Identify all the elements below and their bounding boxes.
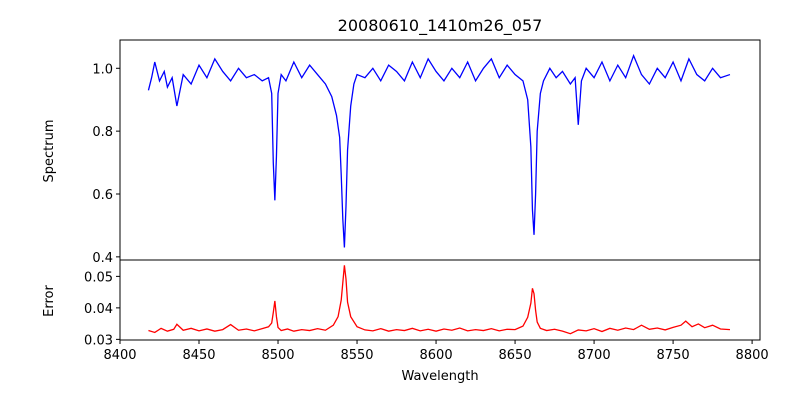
error-panel: 0.03 0.04 0.05 8400 8450 8500 8550 8600 8650 870… [42, 259, 769, 384]
spectrum-plot-frame [119, 39, 761, 261]
chart-title: 20080610_1410m26_057 [338, 16, 543, 36]
x-axis-label: Wavelength [401, 369, 478, 384]
x-tick-label: 8750 [657, 348, 690, 363]
x-tick-label: 8600 [420, 348, 453, 363]
error-y-tick-label: 0.03 [84, 333, 113, 348]
error-x-ticks: 8400 8450 8500 8550 8600 8650 8700 8750 8800 [103, 340, 769, 363]
error-plot-frame [119, 259, 761, 341]
x-tick-label: 8650 [499, 348, 532, 363]
x-tick-label: 8700 [578, 348, 611, 363]
spectrum-series-line [147, 53, 731, 248]
spectrum-y-ticks: 0.4 0.6 0.8 1.0 [92, 62, 120, 266]
spectrum-y-axis-label: Spectrum [42, 120, 57, 183]
spectrum-y-tick-label: 0.6 [92, 188, 113, 203]
spectrum-y-tick-label: 0.4 [92, 251, 113, 266]
error-y-axis-label: Error [42, 285, 57, 317]
x-tick-label: 8800 [736, 348, 769, 363]
x-tick-label: 8450 [182, 348, 215, 363]
spectrum-panel: 0.4 0.6 0.8 1.0 Spectrum [42, 39, 761, 266]
spectrum-y-tick-label: 0.8 [92, 125, 113, 140]
error-y-tick-label: 0.05 [84, 270, 113, 285]
x-tick-label: 8550 [340, 348, 373, 363]
x-tick-label: 8400 [103, 348, 136, 363]
error-y-tick-label: 0.04 [84, 302, 113, 317]
spectrum-y-tick-label: 1.0 [92, 62, 113, 77]
error-series-line [148, 265, 731, 335]
x-tick-label: 8500 [261, 348, 294, 363]
error-y-ticks: 0.03 0.04 0.05 [84, 270, 120, 348]
